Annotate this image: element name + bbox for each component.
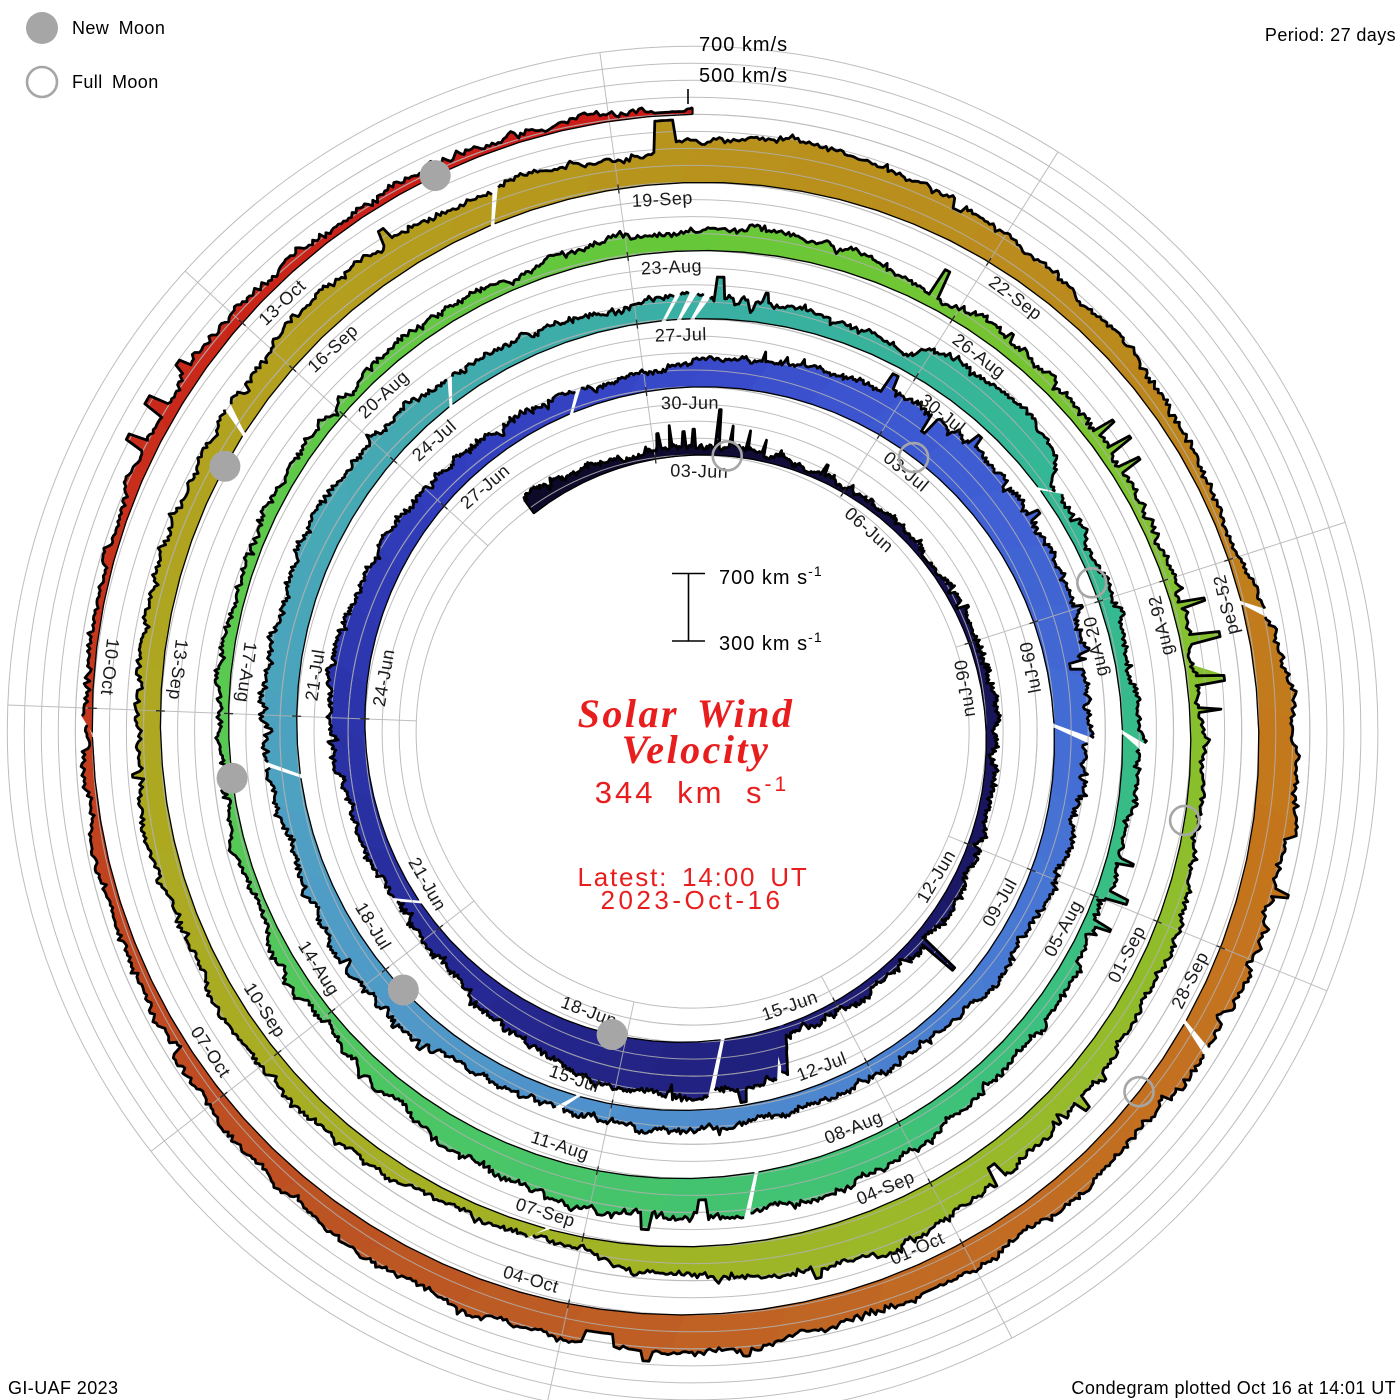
svg-text:Latest: 14:00 UT: Latest: 14:00 UT <box>577 862 808 892</box>
svg-text:300 km s-1: 300 km s-1 <box>719 629 823 655</box>
svg-text:700 km/s: 700 km/s <box>699 34 788 56</box>
svg-text:344 km s-1: 344 km s-1 <box>595 773 789 810</box>
svg-text:Velocity: Velocity <box>622 727 771 772</box>
svg-text:New Moon: New Moon <box>72 18 165 38</box>
svg-text:2023-Oct-16: 2023-Oct-16 <box>600 885 783 915</box>
svg-text:03-Jun: 03-Jun <box>670 460 729 482</box>
svg-text:GI-UAF 2023: GI-UAF 2023 <box>8 1378 118 1398</box>
svg-text:Solar Wind: Solar Wind <box>578 691 795 736</box>
svg-text:23-Aug: 23-Aug <box>641 256 703 279</box>
svg-text:Period: 27 days: Period: 27 days <box>1265 25 1396 45</box>
svg-text:27-Jul: 27-Jul <box>654 324 707 346</box>
svg-text:30-Jun: 30-Jun <box>661 393 719 414</box>
svg-text:19-Sep: 19-Sep <box>631 188 693 211</box>
svg-text:500 km/s: 500 km/s <box>699 65 788 87</box>
svg-text:700 km s-1: 700 km s-1 <box>719 563 823 589</box>
svg-text:Full Moon: Full Moon <box>72 72 159 92</box>
svg-text:Condegram plotted Oct 16 at 14: Condegram plotted Oct 16 at 14:01 UT <box>1071 1378 1396 1398</box>
